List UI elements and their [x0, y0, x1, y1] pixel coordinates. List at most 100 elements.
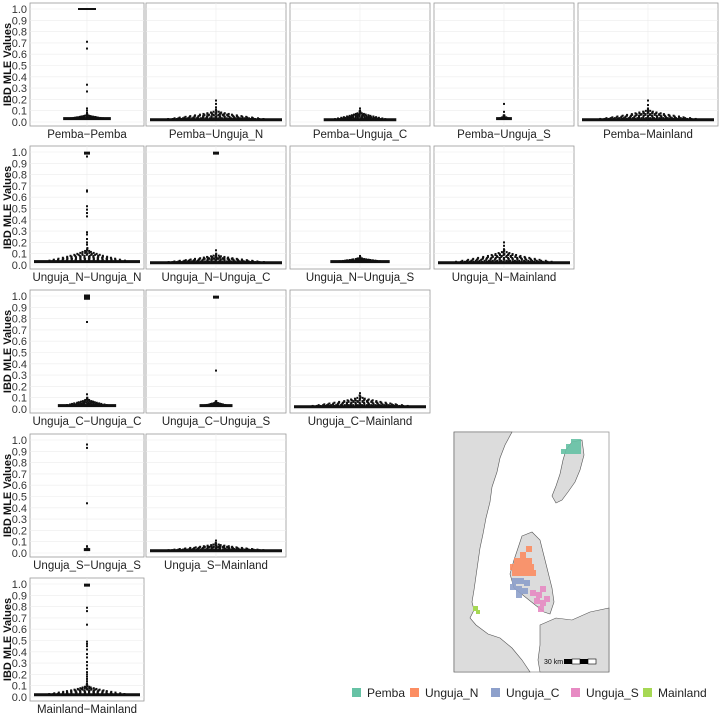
swarm-point [188, 118, 191, 121]
swarm-point [343, 404, 346, 407]
swarm-point [406, 404, 409, 407]
swarm-point [208, 545, 211, 548]
swarm-point [197, 549, 200, 552]
unguja-c-samples [510, 578, 530, 598]
y-tick-label: 0.6 [12, 192, 27, 204]
panel-label: Pemba−Unguja_C [313, 129, 407, 141]
swarm-point [52, 258, 55, 261]
swarm-point [609, 117, 612, 120]
outlier-point [86, 642, 88, 645]
swarm-point [208, 117, 211, 120]
swarm-point [223, 255, 226, 258]
swarm-point [647, 117, 650, 120]
swarm-point [638, 114, 641, 117]
swarm-point [352, 118, 355, 121]
panel: Pemba−Pemba [29, 2, 145, 141]
swarm-point [221, 403, 224, 406]
swarm-point [363, 397, 366, 400]
swarm-point [241, 261, 244, 264]
swarm-point [341, 117, 344, 120]
swarm-point [83, 401, 86, 404]
swarm-point [197, 115, 200, 118]
swarm-point [634, 117, 637, 120]
panel-label: Pemba−Pemba [47, 129, 127, 141]
swarm-point [84, 685, 87, 688]
swarm-point [360, 257, 363, 260]
swarm-point [214, 544, 217, 547]
swarm-point [73, 253, 76, 256]
swarm-point [616, 117, 619, 120]
swarm-point [636, 117, 639, 120]
swarm-point [224, 118, 227, 121]
swarm-point [201, 118, 204, 121]
swarm-point [233, 548, 236, 551]
swarm-point [507, 260, 510, 263]
swarm-point [199, 260, 202, 263]
swarm-point [181, 117, 184, 120]
y-tick-label: 1.0 [12, 291, 27, 303]
swarm-point [88, 689, 91, 692]
swarm-point [358, 115, 361, 118]
swarm-point [472, 260, 475, 263]
swarm-point [102, 689, 105, 692]
swarm-point [658, 117, 661, 120]
swarm-point [249, 118, 252, 121]
swarm-point [184, 549, 187, 552]
swarm-point [237, 261, 240, 264]
swarm-point [240, 115, 243, 118]
swarm-point [232, 549, 235, 552]
y-axis-label: IBD MLE Values [2, 23, 14, 106]
swarm-point [538, 258, 541, 261]
swarm-point [85, 113, 88, 116]
swarm-point [500, 259, 503, 262]
swarm-point [506, 117, 509, 120]
swarm-point [176, 549, 179, 552]
outlier-point [86, 660, 88, 663]
swarm-point [550, 260, 553, 263]
swarm-point [658, 113, 661, 116]
swarm-point [338, 260, 341, 263]
swarm-point [221, 117, 224, 120]
y-tick-label: 0.9 [12, 15, 27, 27]
legend-item: Unguja_N [410, 686, 478, 700]
swarm-point [85, 683, 88, 686]
swarm-point [204, 260, 207, 263]
y-tick-label: 0.6 [12, 480, 27, 492]
swarm-point [498, 260, 501, 263]
y-tick-label: 0.2 [12, 94, 27, 106]
swarm-point [225, 260, 228, 263]
swarm-point [65, 404, 68, 407]
swarm-point [361, 116, 364, 119]
swarm-point [249, 261, 252, 264]
swarm-point [346, 404, 349, 407]
swarm-point [490, 253, 493, 256]
swarm-base [323, 118, 397, 122]
swarm-point [245, 549, 248, 552]
outlier-point [86, 653, 88, 656]
swarm-point [73, 688, 76, 691]
legend-swatch [352, 688, 361, 697]
swarm-point [350, 404, 353, 407]
swarm-point [221, 260, 224, 263]
swarm-point [646, 110, 649, 113]
swarm-point [509, 259, 512, 262]
swarm-point [375, 400, 378, 403]
swarm-point [183, 259, 186, 262]
swarm-point [248, 117, 251, 120]
swarm-point [468, 260, 471, 263]
swarm-point [181, 548, 184, 551]
swarm-point [77, 402, 80, 405]
swarm-point [186, 260, 189, 263]
swarm-point [371, 404, 374, 407]
swarm-point [53, 692, 56, 695]
y-tick-label: 0.3 [12, 226, 27, 238]
swarm-point [79, 687, 82, 690]
mainland-samples [473, 606, 480, 614]
outlier-point [86, 675, 88, 678]
swarm-point [86, 396, 89, 399]
unguja-s-samples [530, 586, 550, 612]
swarm-point [186, 548, 189, 551]
swarm-point [212, 117, 215, 120]
swarm-point [94, 688, 97, 691]
swarm-point [95, 687, 98, 690]
